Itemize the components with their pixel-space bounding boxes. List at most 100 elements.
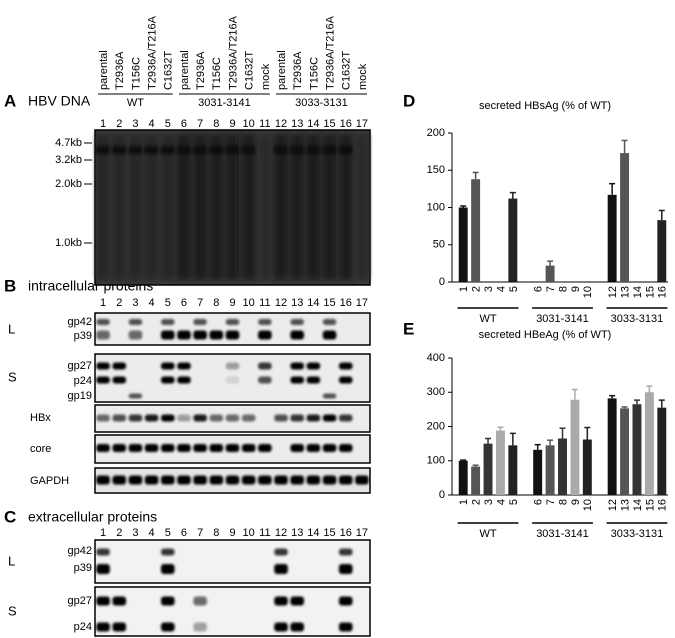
smear: [209, 134, 224, 280]
blot: [94, 539, 371, 584]
panel-title: extracellular proteins: [28, 509, 157, 525]
band-label: gp27: [68, 595, 92, 607]
lane-label: parental: [179, 50, 191, 90]
smear: [192, 134, 208, 280]
lane-number: 15: [323, 527, 335, 539]
x-tick-label: 12: [607, 286, 619, 298]
band: [225, 376, 240, 384]
band: [112, 146, 127, 154]
band: [258, 319, 272, 325]
panel-title: HBV DNA: [28, 93, 91, 109]
y-tick-label: 100: [427, 455, 445, 467]
band: [193, 414, 207, 422]
blot-label: HBx: [30, 412, 51, 424]
band: [161, 564, 175, 574]
x-tick-label: 2: [471, 499, 483, 505]
band: [96, 564, 110, 574]
lane-label: parental: [98, 50, 110, 90]
band: [161, 622, 175, 632]
error-bar: [509, 191, 516, 199]
smear: [95, 134, 111, 280]
band: [290, 362, 304, 370]
band: [355, 475, 369, 485]
lane-label: T156C: [130, 57, 142, 90]
band: [274, 475, 288, 485]
band: [128, 319, 143, 325]
smear: [354, 134, 370, 280]
band: [96, 330, 110, 340]
smear: [273, 134, 289, 280]
bar: [558, 438, 567, 495]
bar: [607, 194, 617, 282]
band: [258, 444, 272, 452]
band: [96, 414, 110, 422]
band: [128, 330, 143, 340]
band: [193, 319, 207, 325]
band: [177, 362, 191, 370]
bar: [545, 445, 555, 495]
band: [290, 444, 304, 452]
band: [209, 444, 224, 452]
bar: [582, 439, 592, 495]
lane-number: 16: [340, 297, 352, 309]
lane-number: 1: [100, 527, 106, 539]
y-tick-label: 200: [427, 127, 445, 139]
lane-number: 3: [132, 297, 138, 309]
band: [225, 330, 240, 340]
band: [193, 146, 207, 154]
lane-number: 10: [243, 297, 255, 309]
error-bar: [646, 385, 653, 393]
lane-number: 10: [243, 527, 255, 539]
bar: [471, 179, 481, 282]
lane-number: 6: [181, 297, 187, 309]
blot-label: core: [30, 443, 51, 455]
band: [128, 475, 143, 485]
error-bar: [621, 139, 628, 154]
lane-label: C1632T: [163, 51, 175, 90]
band: [274, 622, 288, 632]
lane-number: 10: [243, 118, 255, 130]
band-label: gp42: [68, 545, 92, 557]
lane-number: 15: [323, 118, 335, 130]
band: [290, 319, 304, 325]
band: [96, 362, 110, 370]
blot: [94, 586, 371, 637]
bar: [483, 443, 493, 495]
lane-number: 6: [181, 527, 187, 539]
band: [209, 146, 224, 154]
error-bar: [571, 388, 578, 400]
lane-number: 14: [307, 118, 319, 130]
lane-number: 8: [213, 527, 219, 539]
band: [161, 414, 175, 422]
lane-number: 13: [291, 118, 303, 130]
band: [338, 622, 353, 632]
lane-number: 9: [229, 297, 235, 309]
panel-label: C: [4, 507, 16, 526]
band: [322, 146, 337, 154]
band: [193, 596, 207, 606]
lane-number: 9: [229, 527, 235, 539]
error-bar: [547, 439, 554, 446]
lane-number: 17: [356, 527, 368, 539]
bar: [620, 153, 630, 282]
band: [128, 393, 143, 399]
size-marker: 2.0kb: [55, 178, 82, 190]
x-tick-label: 1: [458, 499, 470, 505]
x-tick-label: 10: [582, 286, 594, 298]
band: [274, 596, 288, 606]
panel-label: A: [4, 91, 16, 110]
band: [193, 622, 207, 632]
band: [258, 376, 272, 384]
lane-label: parental: [276, 50, 288, 90]
band: [338, 362, 353, 370]
band: [306, 444, 321, 452]
smear: [160, 134, 176, 280]
smear: [322, 134, 337, 280]
lane-number: 11: [259, 118, 270, 130]
bar: [657, 220, 667, 282]
panel-label: D: [403, 91, 415, 110]
lane-number: 2: [116, 118, 122, 130]
band: [161, 362, 175, 370]
band: [290, 414, 304, 422]
smear: [338, 134, 354, 280]
